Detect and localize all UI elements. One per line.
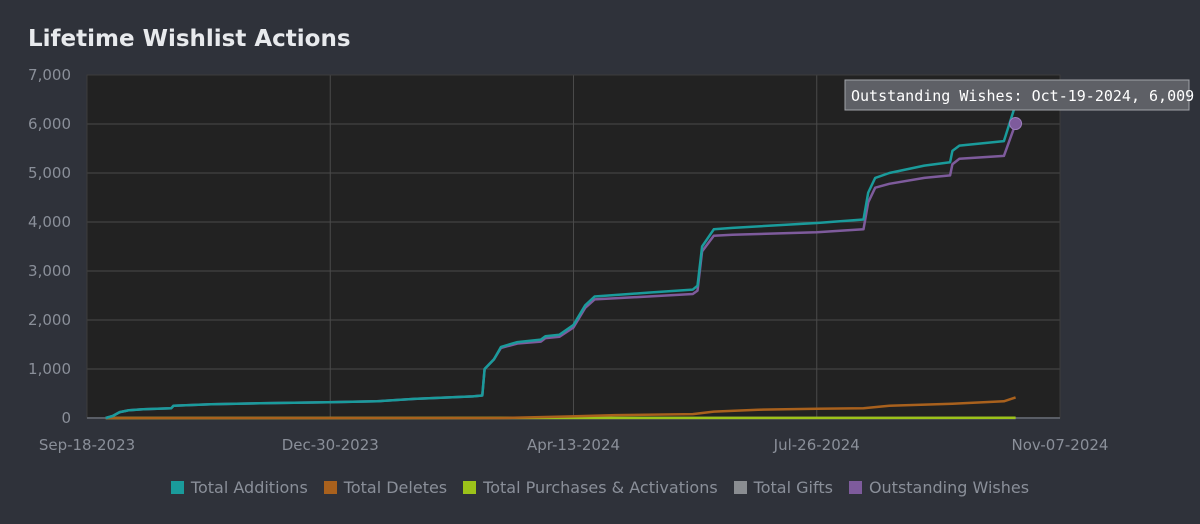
y-tick-label: 7,000 xyxy=(28,66,71,84)
legend-label: Total Deletes xyxy=(343,478,448,497)
legend-item-outstanding-wishes[interactable]: Outstanding Wishes xyxy=(848,478,1030,497)
y-tick-label: 3,000 xyxy=(28,262,71,280)
legend-label: Total Gifts xyxy=(753,478,833,497)
legend-swatch xyxy=(733,481,747,494)
legend-swatch xyxy=(848,481,862,494)
x-tick-label: Jul-26-2024 xyxy=(773,436,860,454)
series-line-total-additions[interactable] xyxy=(105,104,1017,420)
y-tick-label: 1,000 xyxy=(28,360,71,378)
y-tick-label: 5,000 xyxy=(28,164,71,182)
legend-item-total-gifts[interactable]: Total Gifts xyxy=(733,478,833,497)
y-tick-label: 6,000 xyxy=(28,115,71,133)
tooltip: Outstanding Wishes: Oct-19-2024, 6,009 xyxy=(844,79,1194,111)
legend-swatch xyxy=(463,481,477,494)
chart-legend: Total Additions Total Deletes Total Purcha… xyxy=(0,478,1200,497)
y-tick-label: 0 xyxy=(61,409,71,427)
tooltip-text: Outstanding Wishes: Oct-19-2024, 6,009 xyxy=(851,87,1194,105)
legend-item-total-deletes[interactable]: Total Deletes xyxy=(323,478,448,497)
highlight-point[interactable] xyxy=(1009,117,1023,131)
legend-label: Outstanding Wishes xyxy=(868,478,1030,497)
legend-item-total-additions[interactable]: Total Additions xyxy=(170,478,308,497)
legend-label: Total Purchases & Activations xyxy=(483,478,718,497)
legend-label: Total Additions xyxy=(190,478,308,497)
series-line-total-deletes[interactable] xyxy=(105,396,1016,420)
x-tick-label: Apr-13-2024 xyxy=(527,436,620,454)
chart-title: Lifetime Wishlist Actions xyxy=(28,26,351,52)
y-tick-label: 4,000 xyxy=(28,213,71,231)
legend-item-total-purchases-activations[interactable]: Total Purchases & Activations xyxy=(463,478,718,497)
y-tick-label: 2,000 xyxy=(28,311,71,329)
x-tick-label: Dec-30-2023 xyxy=(282,436,379,454)
x-tick-label: Sep-18-2023 xyxy=(39,436,135,454)
legend-swatch xyxy=(170,481,184,494)
x-tick-label: Nov-07-2024 xyxy=(1012,436,1109,454)
tooltip-box xyxy=(844,79,1190,111)
legend-swatch xyxy=(323,481,337,494)
